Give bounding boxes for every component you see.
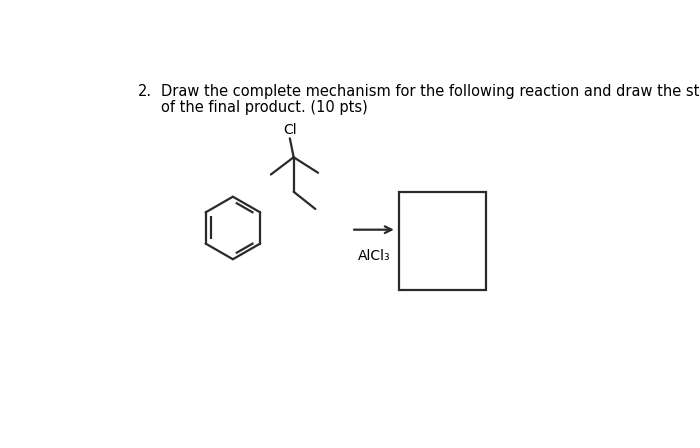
Text: AlCl₃: AlCl₃ bbox=[358, 249, 391, 263]
Text: of the final product. (10 pts): of the final product. (10 pts) bbox=[161, 100, 368, 115]
Bar bbox=[400, 192, 486, 290]
Text: 2.: 2. bbox=[137, 84, 151, 99]
Text: Draw the complete mechanism for the following reaction and draw the structure: Draw the complete mechanism for the foll… bbox=[161, 84, 700, 99]
Text: Cl: Cl bbox=[283, 123, 297, 137]
